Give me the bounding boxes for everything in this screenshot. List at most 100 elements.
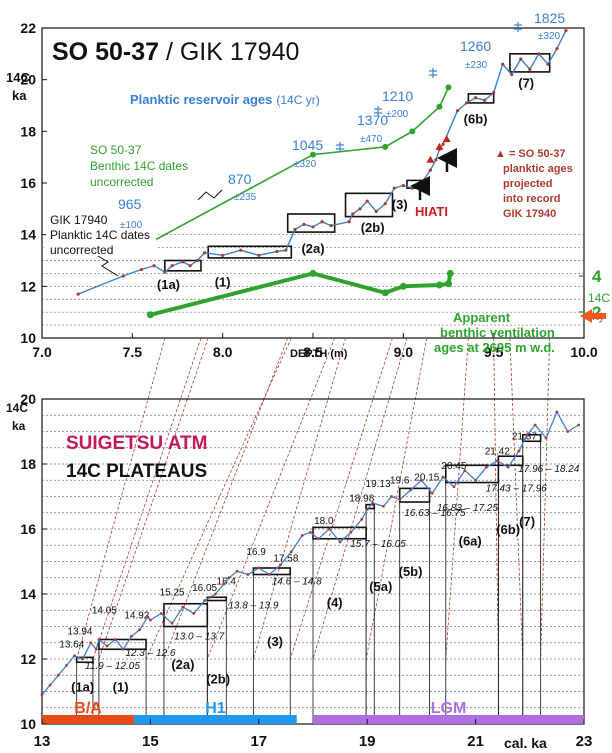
ventilation-age-point [446,269,454,277]
planktic-14c-point [441,142,445,146]
bottom-plateau-range-label: 12.3 – 12.6 [125,648,175,659]
suigetsu-14c-point [89,641,93,645]
hiati-label: HIATI [415,204,448,219]
planktic-14c-point [537,52,541,56]
planktic-14c-point [428,168,433,172]
bottom-y-tick-label: 14 [20,586,36,602]
planktic-14c-point [474,96,478,100]
plateau-connector-line [289,337,393,660]
reservoir-1210-err: ±200 [386,109,409,120]
period-bars: B/A H1 LGM [42,700,584,724]
bottom-plateau-cal-label: 16.9 [246,547,266,558]
planktic-14c-point [419,181,423,185]
reservoir-965: 965 [118,196,142,212]
suigetsu-14c-point [495,459,499,463]
suigetsu-14c-point [214,592,217,596]
suigetsu-14c-point [338,540,342,544]
bottom-plateau-label: (2b) [206,671,230,686]
suigetsu-14c-point [181,605,185,609]
suigetsu-14c-point [138,628,141,632]
bottom-y-tick-label: 20 [20,391,36,407]
top-x-tick-label: 9.5 [484,344,504,360]
reservoir-1370-err: ±470 [360,134,383,145]
top-ylabel-ka: ka [12,88,27,103]
planktic-14c-point [383,202,387,206]
planktic-14c-point [501,62,505,66]
benthic-14c-point [382,143,389,150]
bottom-plateau-cal-label: 18.98 [349,493,374,504]
bottom-y-tick-label: 12 [20,651,36,667]
top-y-tick-label: 10 [20,330,36,346]
top-right-ylabel-14c: 14C [588,291,610,305]
bottom-plateau-range-label: 17.43 – 17.96 [486,484,548,495]
benthic-label-line1: SO 50-37 [90,143,142,157]
suigetsu-14c-point [382,504,385,508]
projected-age-triangle [426,155,435,163]
bottom-plateau-range-label: 14.6 – 14.8 [272,576,322,587]
top-x-tick-label: 10.0 [570,344,597,360]
ventilation-age-point [445,280,452,288]
planktic-14c-point [528,67,532,71]
planktic-14c-point [351,212,355,216]
suigetsu-14c-point [192,612,196,615]
plateau-connector-line [540,337,551,660]
suigetsu-14c-point [279,563,282,567]
suigetsu-14c-point [105,644,109,648]
top-right-tick-label: 2 [592,303,601,322]
bottom-plateau-box [521,433,542,443]
bottom-x-tick-label: 21 [467,733,484,750]
suigetsu-14c-point [208,595,212,599]
top-plateau-label: (2b) [361,220,385,235]
suigetsu-14c-point [360,517,364,521]
planktic-label-line1: GIK 17940 [50,213,108,227]
top-y-tick-label: 14 [20,227,36,243]
bottom-plateau-label: (6b) [496,522,520,537]
period-label: B/A [74,700,102,717]
planktic-14c-point [347,220,351,224]
bottom-plateau-label: (4) [327,595,343,610]
bottom-plateau-range-label: 16.63 – 16.75 [404,508,466,519]
suigetsu-14c-point [257,566,261,570]
bottom-x-tick-label: 15 [142,733,159,750]
top-plateau-box [344,192,394,218]
suigetsu-14c-point [97,638,101,641]
benthic-14c-point [310,151,316,158]
planktic-14c-point [293,227,297,232]
bottom-plateau-range-label: 13.0 – 13.7 [174,632,224,643]
suigetsu-14c-point [146,615,150,619]
suigetsu-14c-point [73,654,76,658]
top-y-tick-label: 16 [20,175,36,191]
suigetsu-14c-point [430,491,434,495]
suigetsu-14c-point [130,634,133,638]
period-bar [313,715,584,724]
top-x-tick-label: 8.5 [303,344,323,360]
suigetsu-14c-point [409,488,412,492]
bottom-plateau-cal-label: 19.6 [390,476,410,487]
bottom-plateau-cal-label: 21.87 [512,432,537,443]
plateau-connector-lines [76,337,551,660]
plateau-connector-line [493,337,499,660]
bottom-plateau-label: (5b) [399,564,423,579]
suigetsu-14c-point [121,647,125,651]
top-plateau-label: (7) [518,75,534,90]
bottom-ticks: 10 12 14 16 18 20 13 15 17 19 21 23 [20,391,592,750]
bottom-x-tick-label: 23 [576,733,593,750]
planktic-14c-point [311,225,315,229]
period-bar [42,715,135,724]
suigetsu-14c-point [544,436,548,440]
period-label: LGM [431,700,467,717]
planktic-14c-point [483,98,487,102]
bottom-plateau-label: (5a) [369,579,392,594]
ventilation-arrow-icon [580,309,606,323]
bottom-plateau-cal-label: 20.15 [414,472,439,483]
planktic-14c-point [121,274,125,278]
reservoir-870-err: ±235 [234,192,257,203]
plateau-connector-line [509,337,524,660]
top-plateau-box [286,213,336,233]
planktic-14c-point [434,158,438,162]
suigetsu-14c-point [56,673,60,677]
planktic-14c-point [320,220,324,224]
planktic-14c-point [455,109,460,113]
